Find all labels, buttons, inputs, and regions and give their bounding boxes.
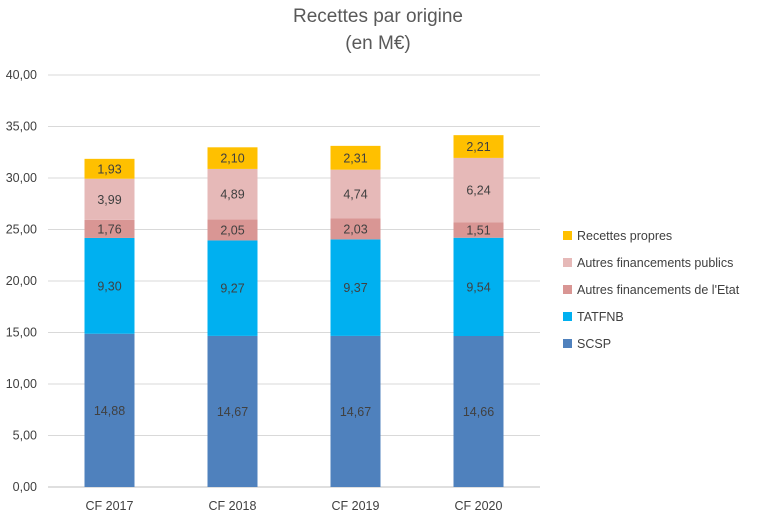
bar-segment xyxy=(207,147,258,169)
bar-segment xyxy=(207,335,258,487)
bar-segment xyxy=(84,158,135,179)
data-label: 9,27 xyxy=(220,282,244,296)
data-label: 1,51 xyxy=(466,223,490,237)
y-tick-label: 20,00 xyxy=(6,274,37,288)
y-tick-label: 10,00 xyxy=(6,377,37,391)
legend-swatch xyxy=(563,258,572,267)
chart-subtitle: (en M€) xyxy=(345,33,410,54)
y-tick-label: 40,00 xyxy=(6,68,37,82)
legend-label: Autres financements de l'Etat xyxy=(577,283,740,297)
data-label: 14,66 xyxy=(463,405,494,419)
bar-segment xyxy=(330,218,381,240)
bar-segment xyxy=(207,240,258,336)
bars xyxy=(84,135,504,487)
data-label: 14,88 xyxy=(94,404,125,418)
chart-title-group: Recettes par origine (en M€) xyxy=(293,6,463,54)
legend: Recettes propres Autres financements publ… xyxy=(563,229,740,351)
data-label: 1,76 xyxy=(97,222,121,236)
data-label: 14,67 xyxy=(340,405,371,419)
legend-swatch xyxy=(563,312,572,321)
bar-segment xyxy=(330,239,381,336)
data-label: 4,74 xyxy=(343,188,367,202)
bar-segment xyxy=(330,169,381,219)
y-axis-ticks: 0,00 5,00 10,00 15,00 20,00 25,00 30,00 35,00 40… xyxy=(6,68,37,494)
data-label: 2,21 xyxy=(466,140,490,154)
bar-segment xyxy=(453,135,504,158)
bar-segment xyxy=(453,237,504,337)
y-tick-label: 35,00 xyxy=(6,120,37,134)
legend-swatch xyxy=(563,231,572,240)
legend-label: SCSP xyxy=(577,337,611,351)
data-label: 2,05 xyxy=(220,223,244,237)
x-category-label: CF 2019 xyxy=(332,499,380,513)
bar-segment xyxy=(330,335,381,487)
y-tick-label: 15,00 xyxy=(6,326,37,340)
data-label: 2,03 xyxy=(343,222,367,236)
data-label: 4,89 xyxy=(220,188,244,202)
legend-label: Recettes propres xyxy=(577,229,672,243)
y-tick-label: 30,00 xyxy=(6,171,37,185)
bar-segment xyxy=(330,145,381,170)
data-label: 6,24 xyxy=(466,184,490,198)
legend-label: TATFNB xyxy=(577,310,624,324)
chart-title: Recettes par origine xyxy=(293,6,463,27)
x-category-label: CF 2017 xyxy=(86,499,134,513)
x-axis-categories: CF 2017 CF 2018 CF 2019 CF 2020 xyxy=(86,499,503,513)
legend-swatch xyxy=(563,285,572,294)
legend-swatch xyxy=(563,339,572,348)
bar-segment xyxy=(453,222,504,238)
bar-segment xyxy=(453,336,504,487)
data-label: 9,54 xyxy=(466,280,490,294)
data-label: 2,10 xyxy=(220,152,244,166)
data-label: 14,67 xyxy=(217,405,248,419)
bar-segment xyxy=(84,178,135,220)
bar-segment xyxy=(84,219,135,238)
data-label: 1,93 xyxy=(97,162,121,176)
y-tick-label: 0,00 xyxy=(13,480,37,494)
data-label: 3,99 xyxy=(97,193,121,207)
x-category-label: CF 2020 xyxy=(455,499,503,513)
bar-segment xyxy=(84,237,135,334)
bar-segment xyxy=(207,219,258,241)
data-label: 9,37 xyxy=(343,281,367,295)
x-category-label: CF 2018 xyxy=(209,499,257,513)
data-labels: 14,88 9,30 1,76 3,99 1,93 14,67 9,27 2,05 4,89 2,… xyxy=(94,140,494,419)
bar-segment xyxy=(84,333,135,487)
data-label: 2,31 xyxy=(343,151,367,165)
legend-label: Autres financements publics xyxy=(577,256,733,270)
bar-segment xyxy=(207,168,258,220)
data-label: 9,30 xyxy=(97,279,121,293)
bar-segment xyxy=(453,157,504,223)
y-tick-label: 5,00 xyxy=(13,429,37,443)
y-tick-label: 25,00 xyxy=(6,223,37,237)
